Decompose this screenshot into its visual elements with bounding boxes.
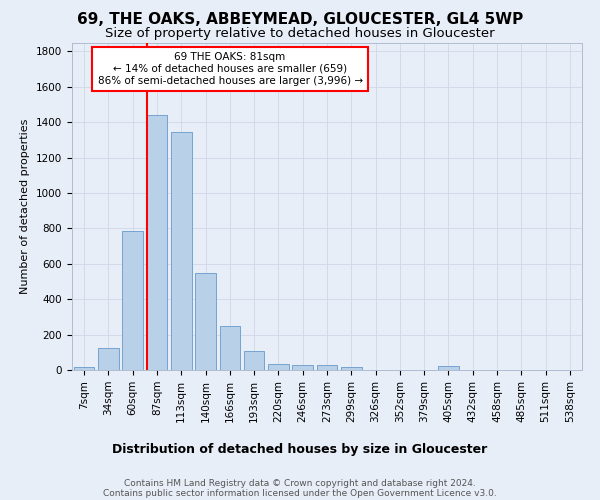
Bar <box>122 231 143 370</box>
Bar <box>220 326 240 370</box>
Text: 69, THE OAKS, ABBEYMEAD, GLOUCESTER, GL4 5WP: 69, THE OAKS, ABBEYMEAD, GLOUCESTER, GL4… <box>77 12 523 28</box>
Bar <box>244 350 265 370</box>
Bar <box>341 367 362 370</box>
Bar <box>438 366 459 370</box>
Bar <box>195 272 216 370</box>
Text: Distribution of detached houses by size in Gloucester: Distribution of detached houses by size … <box>112 442 488 456</box>
Bar <box>268 364 289 370</box>
Text: Size of property relative to detached houses in Gloucester: Size of property relative to detached ho… <box>105 28 495 40</box>
Y-axis label: Number of detached properties: Number of detached properties <box>20 118 31 294</box>
Bar <box>292 365 313 370</box>
Bar <box>146 115 167 370</box>
Bar <box>74 368 94 370</box>
Bar <box>171 132 191 370</box>
Text: 69 THE OAKS: 81sqm
← 14% of detached houses are smaller (659)
86% of semi-detach: 69 THE OAKS: 81sqm ← 14% of detached hou… <box>98 52 362 86</box>
Text: Contains public sector information licensed under the Open Government Licence v3: Contains public sector information licen… <box>103 489 497 498</box>
Bar <box>317 365 337 370</box>
Text: Contains HM Land Registry data © Crown copyright and database right 2024.: Contains HM Land Registry data © Crown c… <box>124 479 476 488</box>
Bar <box>98 348 119 370</box>
